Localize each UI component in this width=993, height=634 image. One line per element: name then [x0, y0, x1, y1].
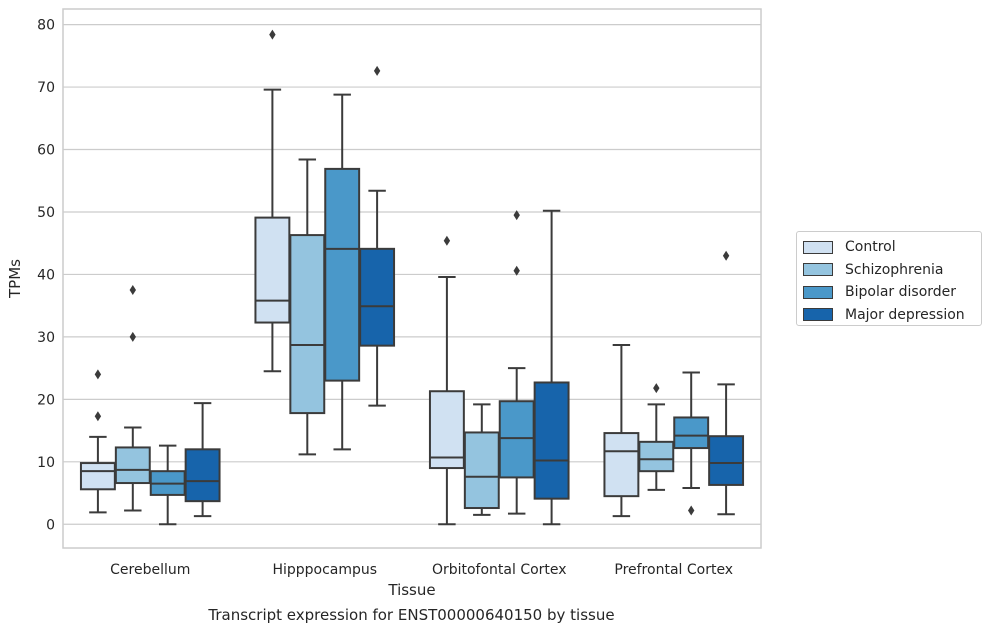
- box: [254, 29, 291, 373]
- box: [533, 209, 570, 526]
- legend-item: Schizophrenia: [803, 259, 981, 282]
- outlier-point: [373, 65, 381, 76]
- box: [428, 235, 465, 526]
- box-body: [533, 381, 570, 500]
- y-tick-label: 70: [37, 80, 55, 96]
- legend-swatch: [803, 240, 833, 254]
- x-tick-label: Cerebellum: [110, 562, 190, 578]
- x-axis-ticks: Cerebellum Hipppocampus Orbitofontal Corte…: [110, 562, 733, 578]
- box-body: [254, 216, 291, 324]
- box-body: [324, 167, 361, 382]
- box-body: [184, 448, 221, 503]
- box-body: [289, 234, 326, 415]
- box: [324, 93, 361, 451]
- y-tick-label: 10: [37, 455, 55, 471]
- legend-label: Bipolar disorder: [845, 284, 957, 301]
- x-tick-label: Orbitofontal Cortex: [432, 562, 567, 578]
- box-body: [463, 431, 500, 510]
- legend-label: Major depression: [845, 306, 965, 323]
- box: [603, 344, 640, 518]
- y-axis-label: TPMs: [6, 259, 24, 299]
- outlier-point: [129, 331, 136, 342]
- x-tick-label: Prefrontal Cortex: [614, 562, 733, 578]
- outlier-point: [513, 265, 520, 276]
- legend-label: Control: [845, 239, 896, 256]
- y-tick-label: 50: [37, 205, 55, 221]
- box-body: [114, 446, 151, 485]
- outlier-point: [443, 235, 451, 246]
- box: [498, 210, 535, 515]
- outlier-point: [722, 250, 730, 261]
- legend-swatch: [803, 308, 833, 322]
- box-body: [498, 400, 535, 479]
- box: [289, 158, 326, 456]
- outlier-point: [688, 505, 695, 516]
- outlier-point: [513, 210, 520, 221]
- outlier-point: [653, 383, 660, 394]
- legend-item: Major depression: [803, 304, 981, 327]
- gridlines: [63, 24, 761, 525]
- y-tick-label: 60: [37, 143, 55, 159]
- outlier-point: [129, 285, 136, 296]
- y-tick-label: 30: [37, 330, 55, 346]
- x-axis-label: Tissue: [387, 581, 435, 599]
- box: [638, 383, 675, 491]
- chart-caption: Transcript expression for ENST0000064015…: [208, 606, 615, 624]
- x-tick-label: Hipppocampus: [272, 562, 377, 578]
- y-tick-label: 40: [37, 267, 55, 283]
- legend-swatch: [803, 263, 833, 277]
- y-tick-label: 20: [37, 392, 55, 408]
- y-tick-label: 80: [37, 18, 55, 34]
- box: [463, 403, 500, 516]
- boxes: [79, 29, 745, 526]
- legend-item: Bipolar disorder: [803, 281, 981, 304]
- box-body: [79, 462, 116, 491]
- box: [79, 369, 116, 514]
- box-body: [638, 440, 675, 473]
- box: [673, 371, 710, 516]
- box-body: [603, 432, 640, 498]
- box: [114, 285, 151, 512]
- box: [184, 402, 221, 518]
- legend: Control Schizophrenia Bipolar disorder Majo…: [796, 231, 982, 326]
- box-body: [673, 416, 710, 450]
- legend-item: Control: [803, 236, 981, 259]
- box-body: [708, 435, 745, 486]
- box-body: [428, 390, 465, 470]
- box: [359, 65, 396, 407]
- box: [708, 250, 745, 516]
- outlier-point: [94, 411, 102, 422]
- plot-area: [62, 8, 762, 549]
- y-tick-label: 0: [46, 517, 55, 533]
- box-body: [359, 247, 396, 347]
- outlier-point: [94, 369, 102, 380]
- outlier-point: [269, 29, 276, 40]
- box: [149, 444, 186, 526]
- legend-swatch: [803, 285, 833, 299]
- y-axis-ticks: 0 10 20 30 40 50 60 70 80: [37, 18, 55, 534]
- legend-label: Schizophrenia: [845, 261, 944, 278]
